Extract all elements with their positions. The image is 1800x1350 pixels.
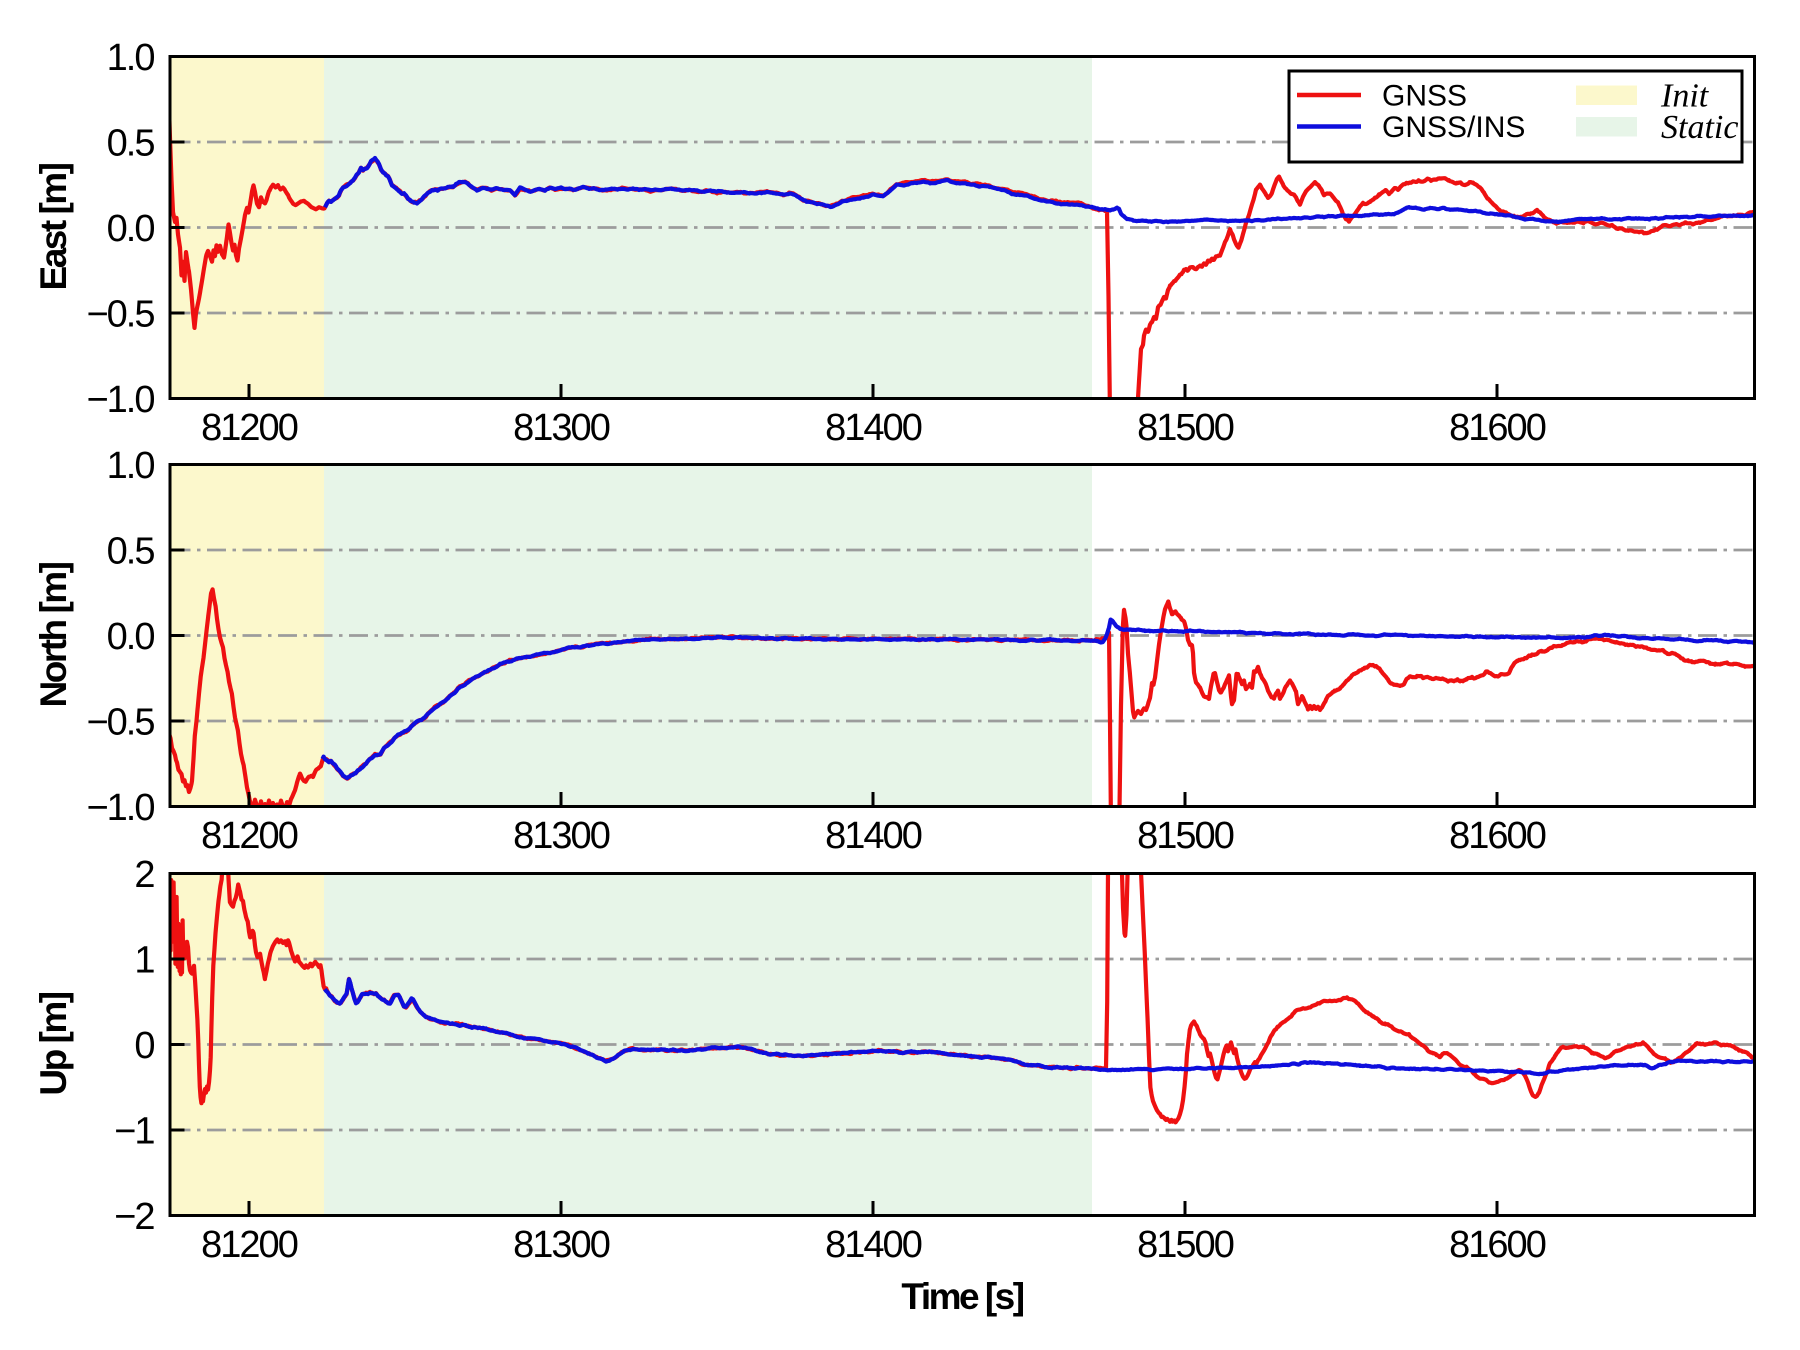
- svg-text:0.5: 0.5: [107, 122, 155, 164]
- svg-text:1: 1: [134, 939, 154, 981]
- svg-text:−1: −1: [114, 1110, 154, 1152]
- svg-text:−1.0: −1.0: [86, 379, 154, 421]
- svg-text:GNSS/INS: GNSS/INS: [1382, 111, 1525, 144]
- svg-text:Static: Static: [1661, 109, 1738, 146]
- svg-text:2: 2: [134, 854, 154, 896]
- svg-text:−1.0: −1.0: [86, 787, 154, 829]
- svg-text:0: 0: [134, 1025, 154, 1067]
- svg-text:0.5: 0.5: [107, 530, 155, 572]
- svg-text:81500: 81500: [1137, 815, 1234, 857]
- svg-text:0.0: 0.0: [107, 208, 155, 250]
- svg-text:0.0: 0.0: [107, 616, 155, 658]
- svg-text:81400: 81400: [825, 815, 922, 857]
- svg-text:81400: 81400: [825, 1224, 922, 1266]
- svg-text:Up [m]: Up [m]: [33, 992, 74, 1095]
- svg-text:North [m]: North [m]: [33, 562, 74, 707]
- svg-text:81500: 81500: [1137, 407, 1234, 449]
- svg-text:1.0: 1.0: [107, 37, 155, 79]
- svg-text:−0.5: −0.5: [86, 293, 154, 335]
- svg-text:81200: 81200: [201, 1224, 298, 1266]
- svg-text:81600: 81600: [1449, 1224, 1546, 1266]
- svg-text:81300: 81300: [513, 1224, 610, 1266]
- svg-text:1.0: 1.0: [107, 445, 155, 487]
- svg-text:81400: 81400: [825, 407, 922, 449]
- svg-text:Init: Init: [1660, 78, 1710, 115]
- svg-text:Time [s]: Time [s]: [901, 1276, 1023, 1317]
- svg-text:−0.5: −0.5: [86, 701, 154, 743]
- svg-text:East [m]: East [m]: [33, 163, 74, 290]
- svg-text:GNSS: GNSS: [1382, 80, 1467, 113]
- svg-text:81200: 81200: [201, 815, 298, 857]
- svg-text:81300: 81300: [513, 407, 610, 449]
- svg-text:81600: 81600: [1449, 815, 1546, 857]
- svg-text:81500: 81500: [1137, 1224, 1234, 1266]
- svg-text:81200: 81200: [201, 407, 298, 449]
- svg-text:81300: 81300: [513, 815, 610, 857]
- svg-text:−2: −2: [114, 1196, 154, 1238]
- svg-text:81600: 81600: [1449, 407, 1546, 449]
